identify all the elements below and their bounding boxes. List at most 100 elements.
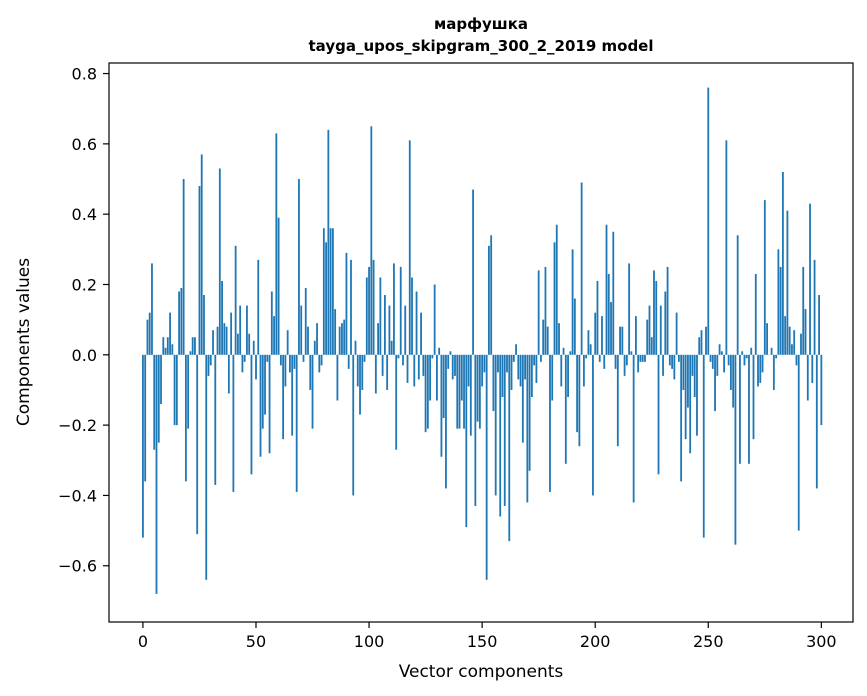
bar-150 [481, 354, 484, 387]
bar-7 [157, 354, 160, 443]
bar-205 [605, 224, 608, 355]
bar-178 [544, 266, 547, 355]
bar-175 [537, 270, 540, 355]
bar-249 [705, 326, 707, 355]
y-tick-label: 0.4 [72, 205, 97, 224]
bar-226 [653, 270, 655, 355]
bar-208 [612, 231, 615, 355]
bar-172 [530, 354, 533, 397]
bar-143 [465, 354, 468, 528]
bar-260 [729, 354, 732, 390]
bar-184 [558, 323, 560, 355]
bar-132 [440, 354, 443, 457]
x-tick-label: 100 [354, 632, 385, 651]
bar-266 [743, 354, 746, 366]
bar-15 [175, 354, 178, 426]
bar-228 [657, 354, 660, 475]
bar-104 [377, 323, 380, 355]
y-tick-label: 0.8 [72, 65, 97, 84]
bar-169 [524, 354, 526, 380]
bar-225 [650, 337, 653, 355]
bar-232 [666, 266, 669, 355]
bar-294 [806, 354, 809, 401]
bar-28 [205, 354, 208, 580]
bar-254 [716, 354, 719, 376]
bar-272 [757, 354, 759, 387]
chart-title-line-1: марфушка [434, 15, 528, 33]
bar-152 [485, 354, 488, 580]
bar-224 [648, 305, 651, 355]
bar-98 [363, 354, 366, 362]
bar-99 [365, 277, 368, 355]
bar-247 [700, 330, 703, 355]
bar-265 [741, 351, 744, 355]
bar-244 [693, 354, 696, 397]
x-tick-label: 0 [138, 632, 148, 651]
bar-93 [352, 354, 355, 496]
y-tick-label: 0.6 [72, 135, 97, 154]
bar-177 [542, 319, 545, 355]
bar-118 [408, 140, 411, 355]
bar-100 [368, 266, 370, 355]
bar-183 [555, 224, 558, 355]
bar-94 [354, 340, 357, 355]
bar-86 [336, 354, 339, 401]
bar-89 [343, 319, 346, 355]
bar-195 [582, 354, 585, 387]
y-tick-label: 0.2 [72, 275, 97, 294]
bar-141 [460, 354, 463, 401]
bar-237 [677, 354, 680, 362]
bar-68 [295, 354, 298, 492]
bar-286 [788, 326, 791, 355]
bar-233 [668, 354, 671, 366]
bar-29 [207, 354, 210, 376]
bars [142, 87, 823, 594]
bar-257 [723, 354, 726, 373]
bar-131 [438, 347, 441, 355]
bar-84 [331, 228, 334, 355]
bar-116 [404, 305, 407, 355]
bar-219 [637, 354, 640, 373]
bar-37 [225, 326, 228, 355]
bar-144 [467, 354, 470, 387]
bar-11 [166, 337, 169, 355]
bar-108 [386, 354, 389, 390]
bar-88 [341, 323, 343, 355]
bar-253 [714, 354, 716, 412]
bar-173 [533, 354, 536, 366]
bar-153 [488, 245, 490, 355]
bar-145 [469, 354, 472, 436]
bar-4 [151, 263, 153, 355]
bar-45 [243, 354, 246, 362]
bar-87 [338, 326, 341, 355]
bar-293 [804, 309, 807, 355]
bar-77 [316, 323, 318, 355]
bar-256 [720, 351, 723, 355]
bar-216 [630, 351, 633, 355]
bar-236 [675, 312, 678, 355]
x-tick-label: 300 [806, 632, 837, 651]
bar-19 [184, 354, 187, 482]
x-tick-label: 200 [580, 632, 611, 651]
bar-209 [614, 354, 617, 369]
bar-23 [194, 337, 196, 355]
bar-163 [510, 354, 513, 390]
bar-17 [180, 288, 183, 355]
bar-284 [784, 316, 787, 355]
bar-194 [580, 182, 583, 355]
bar-295 [809, 203, 811, 355]
bar-160 [503, 354, 506, 506]
bar-31 [212, 330, 214, 355]
bar-258 [725, 140, 728, 355]
bar-197 [587, 330, 590, 355]
bar-164 [512, 354, 515, 362]
bar-231 [664, 291, 667, 355]
bar-166 [517, 354, 520, 380]
bar-114 [399, 266, 402, 355]
bar-269 [750, 347, 753, 355]
bar-274 [761, 354, 764, 373]
bar-176 [540, 354, 542, 362]
bar-21 [189, 351, 192, 355]
bar-296 [811, 354, 814, 383]
bar-127 [429, 354, 432, 401]
